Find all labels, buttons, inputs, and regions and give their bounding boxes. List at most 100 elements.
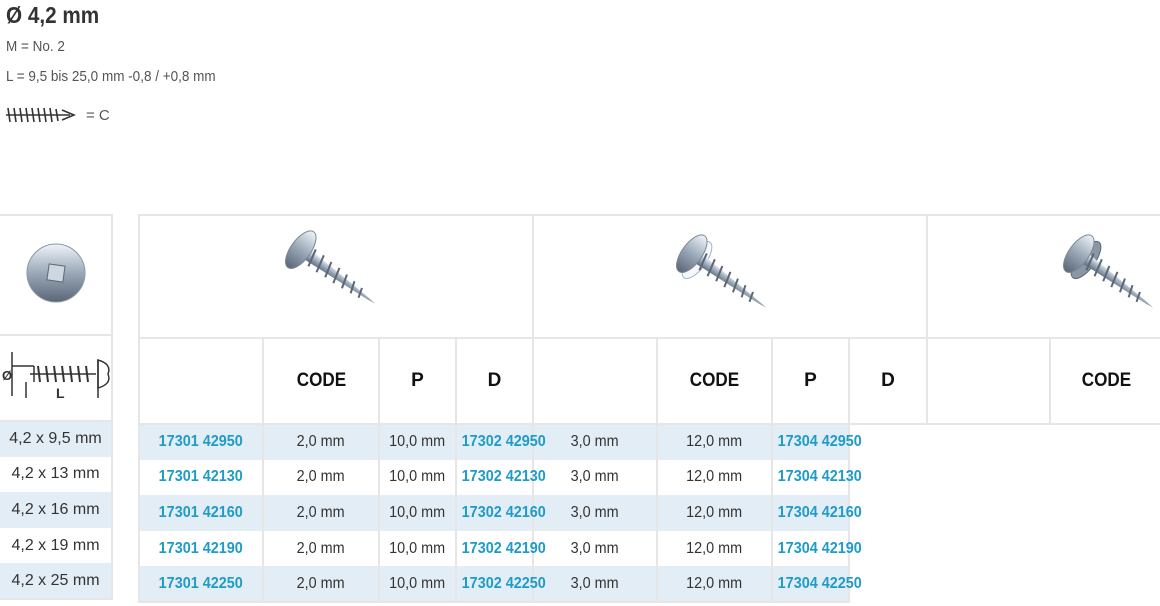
- d-value-cell: 12,0 mm: [656, 566, 773, 603]
- m-spec: M = No. 2: [6, 38, 65, 55]
- size-cell: 4,2 x 19 mm: [0, 527, 113, 564]
- product-image-metal-washer: [926, 214, 1160, 339]
- product-table: CODE P D CODE P D CODE 17301 42950 2,0 mm…: [138, 214, 1160, 603]
- product-code[interactable]: 17302 42130: [461, 468, 546, 486]
- d-value: 12,0 mm: [686, 574, 743, 592]
- thread-legend: = C: [4, 106, 110, 124]
- product-code[interactable]: 17301 42250: [158, 574, 244, 592]
- d-value: 12,0 mm: [686, 468, 743, 486]
- p-value: 3,0 mm: [570, 539, 620, 557]
- pan-head-screw-image: [278, 224, 390, 323]
- d-value: 12,0 mm: [686, 433, 743, 451]
- p-value: 3,0 mm: [570, 468, 620, 486]
- p-value: 2,0 mm: [296, 503, 346, 521]
- size-cell: 4,2 x 9,5 mm: [0, 421, 113, 457]
- p-value: 3,0 mm: [570, 574, 620, 592]
- product-code-cell: 17301 42950: [138, 424, 264, 460]
- p-value-cell: 2,0 mm: [262, 495, 380, 531]
- length-label: L: [56, 385, 65, 401]
- p-value: 3,0 mm: [570, 503, 620, 521]
- length-spec: L = 9,5 bis 25,0 mm -0,8 / +0,8 mm: [6, 68, 216, 85]
- p-value-cell: 2,0 mm: [262, 530, 380, 567]
- d-value: 10,0 mm: [389, 574, 446, 592]
- p-value: 2,0 mm: [296, 468, 346, 486]
- d-value: 10,0 mm: [389, 539, 446, 557]
- product-code-cell: 17302 42250: [455, 566, 546, 603]
- d-value-cell: 10,0 mm: [378, 424, 457, 460]
- product-code[interactable]: 17301 42950: [158, 433, 244, 451]
- product-code[interactable]: 17302 42190: [461, 539, 546, 557]
- p-value: 3,0 mm: [570, 433, 620, 451]
- product-code[interactable]: 17304 42160: [777, 503, 862, 521]
- d-value-cell: 12,0 mm: [656, 495, 773, 531]
- thread-icon: [6, 107, 76, 123]
- d-value-cell: 10,0 mm: [378, 566, 457, 603]
- product-code[interactable]: 17304 42950: [777, 433, 862, 451]
- d-value: 10,0 mm: [389, 433, 446, 451]
- square-drive-head-icon: [26, 243, 85, 302]
- d-value: 12,0 mm: [686, 503, 743, 521]
- p-header: P: [771, 337, 850, 425]
- p-value: 2,0 mm: [296, 433, 346, 451]
- p-value-cell: 3,0 mm: [532, 495, 658, 531]
- d-value-cell: 10,0 mm: [378, 530, 457, 567]
- screw-with-metal-washer-image: [1056, 228, 1160, 327]
- p-value: 2,0 mm: [296, 574, 346, 592]
- product-code-cell: 17301 42130: [138, 459, 264, 496]
- table-row: 17301 42130 2,0 mm 10,0 mm 17302 42130 3,0 m…: [138, 459, 1160, 496]
- screw-dimension-diagram: ØL: [2, 351, 110, 401]
- product-code[interactable]: 17304 42250: [777, 574, 862, 592]
- product-code[interactable]: 17301 42160: [158, 503, 244, 521]
- p-value-cell: 2,0 mm: [262, 424, 380, 460]
- d-value-cell: 12,0 mm: [656, 530, 773, 567]
- p-value: 2,0 mm: [296, 539, 346, 557]
- d-value-cell: 12,0 mm: [656, 424, 773, 460]
- product-image-plain: [138, 214, 534, 339]
- code-header: CODE: [656, 337, 773, 425]
- diameter-label: Ø: [2, 368, 12, 383]
- product-code-cell: 17302 42160: [455, 495, 546, 531]
- spacer-cell: [532, 337, 658, 425]
- product-code[interactable]: 17301 42130: [158, 468, 244, 486]
- table-row: 17301 42160 2,0 mm 10,0 mm 17302 42160 3,0 m…: [138, 495, 1160, 531]
- p-header: P: [378, 337, 457, 425]
- code-header: CODE: [1049, 337, 1160, 425]
- product-code-cell: 17302 42950: [455, 424, 546, 460]
- product-code[interactable]: 17301 42190: [158, 539, 244, 557]
- p-value-cell: 3,0 mm: [532, 424, 658, 460]
- product-code-cell: 17302 42130: [455, 459, 546, 496]
- product-code[interactable]: 17304 42130: [777, 468, 862, 486]
- product-code[interactable]: 17302 42160: [461, 503, 546, 521]
- p-value-cell: 2,0 mm: [262, 566, 380, 603]
- product-code-cell: 17302 42190: [455, 530, 546, 567]
- size-cell: 4,2 x 25 mm: [0, 563, 113, 600]
- product-code-cell: 17304 42190: [771, 530, 862, 567]
- code-header: CODE: [262, 337, 380, 425]
- product-code-cell: 17301 42250: [138, 566, 264, 603]
- product-code[interactable]: 17304 42190: [777, 539, 862, 557]
- table-row: 17301 42250 2,0 mm 10,0 mm 17302 42250 3,0 m…: [138, 566, 1160, 603]
- product-code-cell: 17304 42130: [771, 459, 862, 496]
- product-code-cell: 17304 42160: [771, 495, 862, 531]
- spacer-cell: [138, 337, 264, 425]
- product-code[interactable]: 17302 42250: [461, 574, 546, 592]
- product-image-washer: [532, 214, 928, 339]
- d-header: D: [455, 337, 534, 425]
- p-value-cell: 3,0 mm: [532, 459, 658, 496]
- product-code[interactable]: 17302 42950: [461, 433, 546, 451]
- p-value-cell: 3,0 mm: [532, 566, 658, 603]
- size-cell: 4,2 x 16 mm: [0, 492, 113, 528]
- p-value-cell: 2,0 mm: [262, 459, 380, 496]
- d-value-cell: 10,0 mm: [378, 459, 457, 496]
- d-value-cell: 10,0 mm: [378, 495, 457, 531]
- screw-with-white-washer-image: [669, 228, 781, 327]
- head-image-cell: [0, 214, 113, 336]
- thread-label: = C: [86, 106, 110, 124]
- d-value: 10,0 mm: [389, 468, 446, 486]
- table-row: 17301 42950 2,0 mm 10,0 mm 17302 42950 3,0 m…: [138, 424, 1160, 460]
- page-title: Ø 4,2 mm: [6, 2, 100, 28]
- size-cell: 4,2 x 13 mm: [0, 456, 113, 493]
- d-header: D: [848, 337, 928, 425]
